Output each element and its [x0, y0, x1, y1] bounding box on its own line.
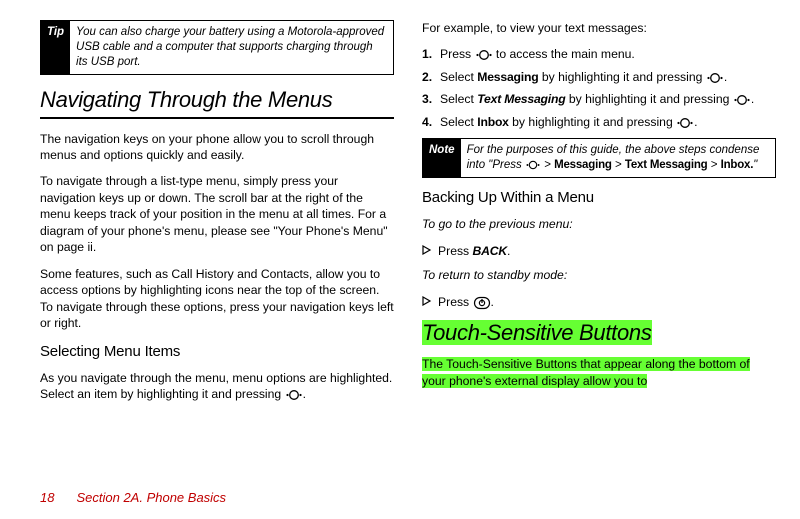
footer-section: Section 2A. Phone Basics [76, 490, 226, 505]
para-2: To navigate through a list-type menu, si… [40, 173, 394, 255]
step-body: Press to access the main menu. [440, 46, 776, 62]
prev-item: Press BACK. [422, 243, 776, 259]
para-4: As you navigate through the menu, menu o… [40, 370, 394, 403]
tip-tag: Tip [41, 21, 70, 74]
step-num: 4. [422, 114, 440, 130]
step-num: 1. [422, 46, 440, 62]
nav-key-icon [525, 159, 541, 171]
step-num: 2. [422, 69, 440, 85]
subhead-selecting: Selecting Menu Items [40, 342, 394, 362]
note-text: For the purposes of this guide, the abov… [461, 139, 775, 177]
step-body: Select Inbox by highlighting it and pres… [440, 114, 776, 130]
page-number: 18 [40, 490, 54, 505]
note-tag: Note [423, 139, 461, 177]
para-4b: . [303, 387, 306, 401]
nav-key-icon [706, 71, 724, 85]
triangle-icon [422, 294, 438, 310]
step-body: Select Text Messaging by highlighting it… [440, 91, 776, 107]
heading-touch-wrap: Touch-Sensitive Buttons [422, 318, 776, 348]
nav-key-icon [475, 48, 493, 62]
step-2: 2. Select Messaging by highlighting it a… [422, 69, 776, 85]
nav-key-icon [676, 116, 694, 130]
right-intro: For example, to view your text messages: [422, 20, 776, 36]
para-5: The Touch-Sensitive Buttons that appear … [422, 356, 776, 389]
nav-key-icon [733, 93, 751, 107]
left-column: Tip You can also charge your battery usi… [40, 20, 394, 413]
tip-box: Tip You can also charge your battery usi… [40, 20, 394, 75]
step-num: 3. [422, 91, 440, 107]
steps-list: 1. Press to access the main menu. 2. Sel… [422, 46, 776, 130]
para-4a: As you navigate through the menu, menu o… [40, 371, 392, 401]
standby-label: To return to standby mode: [422, 267, 776, 283]
standby-body: Press . [438, 294, 494, 310]
heading-touch: Touch-Sensitive Buttons [422, 320, 652, 345]
prev-label: To go to the previous menu: [422, 216, 776, 232]
step-4: 4. Select Inbox by highlighting it and p… [422, 114, 776, 130]
prev-list: Press BACK. [422, 243, 776, 259]
step-3: 3. Select Text Messaging by highlighting… [422, 91, 776, 107]
heading-navigating: Navigating Through the Menus [40, 85, 394, 115]
standby-list: Press . [422, 294, 776, 310]
prev-body: Press BACK. [438, 243, 510, 259]
step-1: 1. Press to access the main menu. [422, 46, 776, 62]
nav-key-icon [285, 388, 303, 402]
right-column: For example, to view your text messages:… [422, 20, 776, 413]
standby-item: Press . [422, 294, 776, 310]
step-body: Select Messaging by highlighting it and … [440, 69, 776, 85]
tip-text: You can also charge your battery using a… [70, 21, 393, 74]
subhead-backing: Backing Up Within a Menu [422, 188, 776, 208]
end-key-icon [473, 296, 491, 310]
para-3: Some features, such as Call History and … [40, 266, 394, 332]
para-1: The navigation keys on your phone allow … [40, 131, 394, 164]
note-box: Note For the purposes of this guide, the… [422, 138, 776, 178]
triangle-icon [422, 243, 438, 259]
heading-rule [40, 117, 394, 119]
page-footer: 18 Section 2A. Phone Basics [40, 490, 226, 505]
